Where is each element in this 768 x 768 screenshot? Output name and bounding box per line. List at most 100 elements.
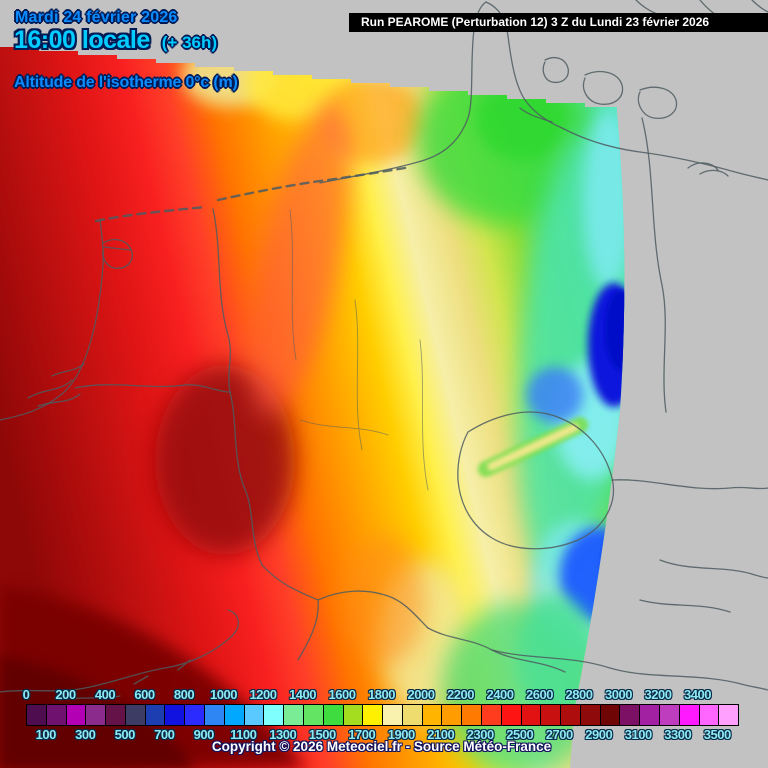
scale-label-2500: 2500 [506,727,534,742]
field-patch-ridge-streak [477,417,589,477]
colorbar-cell-1200 [264,705,285,725]
colorbar-cell-2800 [580,705,601,725]
colorbar-cell-3200 [660,705,680,725]
forecast-offset-label: (+ 36h) [161,33,218,52]
scale-label-1000: 1000 [210,687,237,702]
colorbar-cell-1400 [303,705,324,725]
scale-label-3300: 3300 [664,727,692,742]
scale-label-2300: 2300 [466,727,494,742]
scale-label-2000: 2000 [407,687,435,702]
colorbar-cell-2000 [422,705,443,725]
scale-label-300: 300 [75,727,96,742]
variable-title: Altitude de l'isotherme 0°c (m) [14,74,238,91]
border-austria [491,599,768,691]
coastline-netherlands [0,218,104,421]
colorbar-cell-100 [46,705,67,725]
field-patch-darkblue-core [605,290,625,370]
colorbar-cell-2900 [600,705,621,725]
colorbar-cell-1600 [343,705,364,725]
danish-islands [542,57,678,119]
scale-label-2700: 2700 [545,727,573,742]
colorbar-cell-3400 [699,705,720,725]
scale-label-800: 800 [173,687,195,702]
border-be-nl [74,384,231,393]
colorbar-cell-3000 [620,705,641,725]
border-czech [457,411,615,550]
scale-label-2900: 2900 [585,727,613,742]
scale-label-100: 100 [35,727,57,742]
colorbar-cell-400 [106,705,126,725]
colorbar-cell-2400 [501,705,522,725]
valid-date-label: Mardi 24 février 2026 [15,9,178,26]
colorbar-cell-0 [27,705,47,725]
scale-label-3100: 3100 [624,727,652,742]
scale-label-700: 700 [154,727,175,742]
scale-label-1700: 1700 [348,727,376,742]
colorbar-cell-1500 [323,705,344,725]
scale-label-200: 200 [55,687,76,702]
scale-label-400: 400 [94,687,116,702]
colorbar-cell-1000 [224,705,245,725]
scale-label-1600: 1600 [328,687,356,702]
colorbar-cell-600 [145,705,166,725]
field-patch-darkred-center [155,365,295,555]
coastline-brittany [0,609,239,701]
border-fr-de [229,391,263,566]
colorbar-cell-1300 [284,705,304,725]
coastline-delta [27,363,85,407]
colorbar-cell-2600 [541,705,562,725]
scale-label-1400: 1400 [289,687,316,702]
country-borders [0,0,768,701]
border-fr-ch [261,564,429,661]
field-patch-green-core [477,80,567,160]
colorbar-cell-2500 [521,705,542,725]
colorbar-cell-3500 [719,705,739,725]
scale-label-2400: 2400 [486,687,514,702]
model-domain-field [0,47,625,768]
copyright-notice: Copyright © 2026 Meteociel.fr - Source M… [211,739,552,754]
field-patch-teal-se [517,595,597,715]
colorbar-cell-500 [125,705,146,725]
scale-label-1100: 1100 [230,727,257,742]
colorbar-cell-2300 [481,705,502,725]
colorbar-cell-200 [66,705,87,725]
scale-label-500: 500 [114,727,136,742]
scale-label-2800: 2800 [565,687,593,702]
frisian-islands-east [216,166,407,202]
valid-time-label: 16:00 locale [14,26,150,54]
scale-label-1900: 1900 [387,727,415,742]
field-patch-orange-south [345,535,425,665]
field-patch-blue-mid [527,367,583,423]
scale-label-1200: 1200 [249,687,277,702]
colorbar-cell-1700 [363,705,384,725]
scale-label-0: 0 [22,687,30,702]
colorbar-cell-3100 [640,705,660,725]
colorbar-cell-700 [165,705,186,725]
border-laender [289,209,429,491]
border-nl-de [212,208,231,393]
scale-label-2200: 2200 [447,687,474,702]
frisian-islands-west [94,205,207,223]
colorbar-cell-1100 [244,705,265,725]
coastline-baltic [561,127,768,181]
colorbar-cell-2100 [442,705,463,725]
border-czech-slovakia [611,479,768,579]
valid-time-row: 16:00 locale (+ 36h) [14,26,217,55]
scale-label-3000: 3000 [605,687,632,702]
scale-label-3400: 3400 [684,687,711,702]
scale-label-600: 600 [134,687,155,702]
scale-label-1300: 1300 [269,727,297,742]
scale-label-1500: 1500 [308,727,336,742]
colorbar-cells [26,704,739,726]
colorbar-cell-2200 [462,705,482,725]
coastline-kiel [519,107,553,123]
run-info-banner: Run PEAROME (Perturbation 12) 3 Z du Lun… [349,13,768,32]
colorbar-cell-300 [86,705,107,725]
colorbar-cell-900 [205,705,225,725]
colorbar-cell-1800 [383,705,403,725]
scale-label-900: 900 [193,727,215,742]
scale-label-3500: 3500 [703,727,731,742]
scale-label-2100: 2100 [427,727,455,742]
border-poland [641,117,667,413]
